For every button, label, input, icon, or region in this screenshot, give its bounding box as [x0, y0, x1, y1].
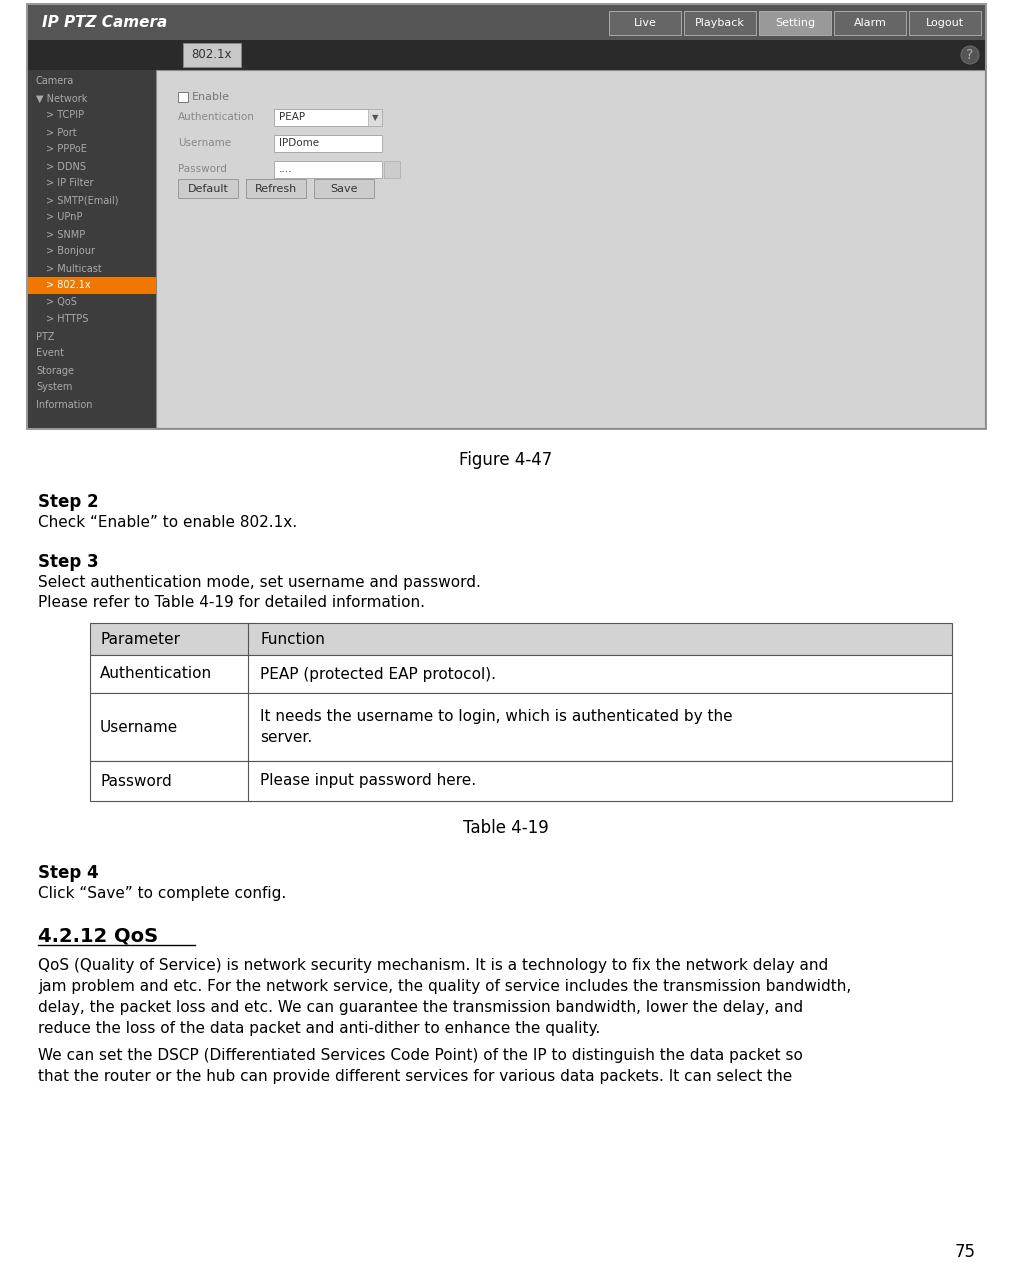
Text: > Port: > Port [45, 127, 77, 137]
Text: Storage: Storage [36, 366, 74, 376]
Bar [156, 71, 985, 429]
Text: Step 2: Step 2 [38, 493, 99, 511]
Bar [26, 3, 987, 430]
Text: IP PTZ Camera: IP PTZ Camera [42, 15, 167, 30]
Bar [314, 180, 374, 198]
Text: > HTTPS: > HTTPS [45, 314, 88, 325]
Bar [183, 44, 241, 67]
Text: 4.2.12 QoS: 4.2.12 QoS [38, 926, 158, 946]
Bar [834, 10, 906, 35]
Text: Username: Username [178, 139, 232, 149]
Text: PTZ: PTZ [36, 331, 55, 341]
Text: > UPnP: > UPnP [45, 213, 83, 222]
Bar [156, 71, 985, 429]
Text: server.: server. [260, 730, 312, 744]
Bar [684, 10, 756, 35]
Text: that the router or the hub can provide different services for various data packe: that the router or the hub can provide d… [38, 1069, 793, 1084]
Bar [274, 109, 382, 126]
Text: Step 4: Step 4 [38, 863, 99, 881]
Text: ▼ Network: ▼ Network [36, 94, 87, 104]
Text: Save: Save [331, 183, 358, 194]
Text: Check “Enable” to enable 802.1x.: Check “Enable” to enable 802.1x. [38, 514, 297, 530]
Bar [246, 180, 306, 198]
Text: > SMTP(Email): > SMTP(Email) [45, 195, 118, 205]
Text: Table 4-19: Table 4-19 [463, 819, 548, 837]
Text: Authentication: Authentication [178, 113, 255, 122]
Bar [90, 656, 952, 693]
Text: Figure 4-47: Figure 4-47 [459, 452, 552, 470]
Text: Please refer to Table 4-19 for detailed information.: Please refer to Table 4-19 for detailed … [38, 595, 425, 609]
Bar [384, 160, 400, 178]
Bar [909, 10, 981, 35]
Text: IPDome: IPDome [279, 139, 319, 149]
Text: > IP Filter: > IP Filter [45, 178, 93, 189]
Text: Setting: Setting [775, 18, 815, 27]
Text: Playback: Playback [696, 18, 745, 27]
Bar [274, 160, 382, 178]
Text: Password: Password [100, 774, 172, 789]
Text: 75: 75 [955, 1243, 976, 1261]
Text: PEAP: PEAP [279, 113, 305, 122]
Bar [28, 5, 985, 40]
Text: > DDNS: > DDNS [45, 162, 86, 172]
Text: Select authentication mode, set username and password.: Select authentication mode, set username… [38, 575, 481, 590]
Text: Step 3: Step 3 [38, 553, 99, 571]
Bar [28, 277, 156, 294]
Text: 802.1x: 802.1x [192, 49, 233, 62]
Text: reduce the loss of the data packet and anti-dither to enhance the quality.: reduce the loss of the data packet and a… [38, 1021, 601, 1035]
Text: > QoS: > QoS [45, 298, 77, 308]
Text: Default: Default [188, 183, 228, 194]
Text: delay, the packet loss and etc. We can guarantee the transmission bandwidth, low: delay, the packet loss and etc. We can g… [38, 999, 803, 1015]
Text: It needs the username to login, which is authenticated by the: It needs the username to login, which is… [260, 709, 733, 725]
Text: Live: Live [634, 18, 656, 27]
Text: ▼: ▼ [372, 113, 378, 122]
Bar [90, 761, 952, 801]
Text: System: System [36, 382, 73, 393]
Bar [28, 71, 156, 429]
Text: We can set the DSCP (Differentiated Services Code Point) of the IP to distinguis: We can set the DSCP (Differentiated Serv… [38, 1048, 803, 1064]
Bar [609, 10, 681, 35]
Bar [28, 40, 985, 71]
Text: Alarm: Alarm [853, 18, 887, 27]
Bar [90, 624, 952, 656]
Text: jam problem and etc. For the network service, the quality of service includes th: jam problem and etc. For the network ser… [38, 979, 851, 994]
Text: ....: .... [279, 164, 292, 174]
Bar [368, 109, 382, 126]
Bar [90, 693, 952, 761]
Text: > TCPIP: > TCPIP [45, 110, 84, 121]
Text: > PPPoE: > PPPoE [45, 145, 87, 154]
Bar [274, 135, 382, 151]
Text: > 802.1x: > 802.1x [45, 281, 91, 290]
Text: Click “Save” to complete config.: Click “Save” to complete config. [38, 887, 286, 901]
Bar [28, 5, 985, 429]
Text: Please input password here.: Please input password here. [260, 774, 476, 789]
Text: Refresh: Refresh [255, 183, 297, 194]
Bar [178, 92, 188, 103]
Text: > SNMP: > SNMP [45, 230, 85, 240]
Text: Authentication: Authentication [100, 666, 212, 681]
Text: ?: ? [967, 47, 974, 62]
Text: Logout: Logout [926, 18, 964, 27]
Text: Username: Username [100, 720, 178, 734]
Bar [759, 10, 831, 35]
Text: Password: Password [178, 164, 226, 174]
Text: QoS (Quality of Service) is network security mechanism. It is a technology to fi: QoS (Quality of Service) is network secu… [38, 958, 828, 973]
Text: Parameter: Parameter [100, 631, 180, 647]
Text: Camera: Camera [36, 77, 74, 86]
Text: Information: Information [36, 399, 92, 409]
Text: PEAP (protected EAP protocol).: PEAP (protected EAP protocol). [260, 666, 496, 681]
Text: Event: Event [36, 349, 64, 358]
Text: Function: Function [260, 631, 325, 647]
Text: Enable: Enable [192, 92, 229, 103]
Bar [178, 180, 238, 198]
Text: > Bonjour: > Bonjour [45, 246, 95, 257]
Text: > Multicast: > Multicast [45, 263, 102, 273]
